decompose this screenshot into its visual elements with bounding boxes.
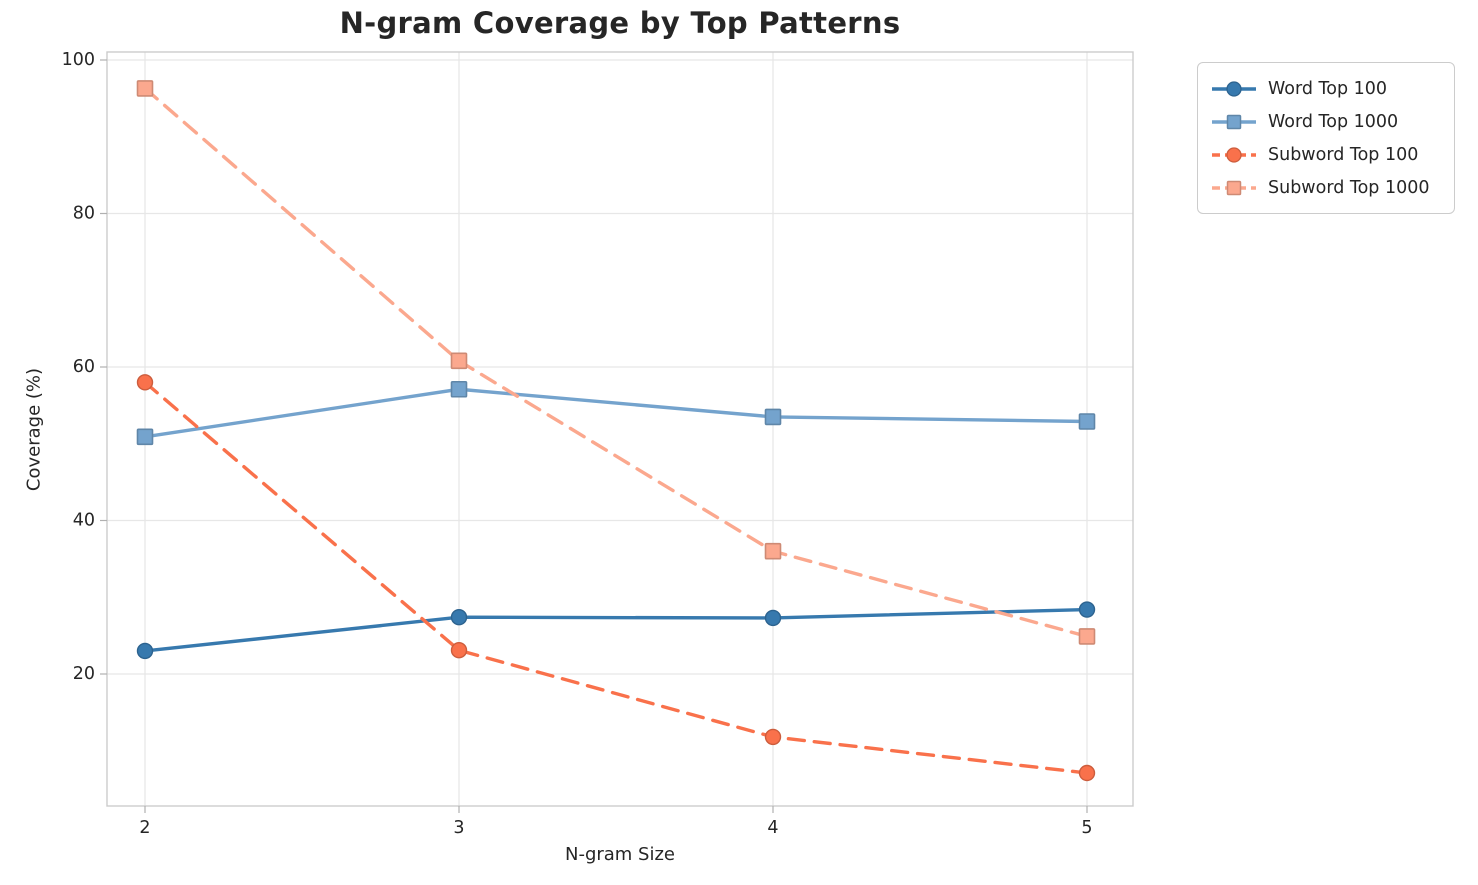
legend-item-word-top-100: Word Top 100 (1210, 73, 1438, 104)
x-tick-label: 2 (139, 818, 150, 838)
legend-sample-solid-line-icon (1212, 80, 1256, 97)
y-tick-label: 20 (73, 664, 95, 684)
data-point-marker (764, 728, 782, 746)
data-point-marker (1078, 413, 1096, 430)
series-subword-top-100 (136, 374, 1096, 782)
data-point-marker (450, 609, 468, 626)
legend: Word Top 100 Word Top 1000 Subword Top 100… (1197, 62, 1455, 214)
legend-sample-solid-line-icon (1212, 114, 1256, 129)
data-point-marker (764, 609, 782, 627)
series-subword-top-1000 (136, 80, 1096, 645)
legend-marker-circle-icon (1226, 146, 1242, 163)
series-word-top-1000 (136, 380, 1096, 446)
x-axis-label: N-gram Size (564, 844, 676, 865)
data-point-marker (136, 642, 154, 660)
y-axis-label: Coverage (%) (23, 367, 45, 492)
axes-spines (106, 51, 1134, 807)
legend-sample-dashed-line-icon (1212, 180, 1256, 195)
legend-marker-circle-icon (1226, 80, 1242, 97)
y-tick-label: 40 (73, 511, 95, 531)
legend-marker-square-icon (1226, 180, 1242, 195)
data-point-marker (1078, 764, 1096, 782)
series-line (143, 387, 1089, 439)
x-tick-label: 4 (767, 818, 778, 838)
x-tick-label: 3 (453, 818, 464, 838)
y-tick-label: 60 (73, 357, 95, 377)
y-tick-label: 100 (62, 50, 95, 70)
data-point-marker (136, 428, 154, 446)
series-word-top-100 (136, 601, 1096, 660)
series-line (143, 380, 1089, 775)
y-tick-label: 80 (73, 204, 95, 224)
legend-item-label: Subword Top 1000 (1268, 177, 1430, 198)
series-line (143, 86, 1089, 639)
data-point-marker (1078, 628, 1096, 645)
legend-item-subword-top-1000: Subword Top 1000 (1210, 172, 1438, 203)
legend-sample-dashed-line-icon (1212, 146, 1256, 163)
data-point-marker (764, 542, 782, 560)
legend-marker-square-icon (1226, 114, 1242, 129)
data-point-marker (136, 80, 154, 97)
data-point-marker (450, 352, 468, 370)
legend-item-word-top-1000: Word Top 1000 (1210, 106, 1438, 137)
chart-title: N-gram Coverage by Top Patterns (339, 6, 901, 40)
data-point-marker (764, 408, 782, 426)
data-point-marker (450, 380, 468, 398)
data-point-marker (450, 642, 468, 659)
data-point-marker (1078, 601, 1096, 618)
data-point-marker (136, 374, 154, 391)
legend-item-subword-top-100: Subword Top 100 (1210, 139, 1438, 170)
legend-item-label: Subword Top 100 (1268, 144, 1419, 165)
x-tick-label: 5 (1081, 818, 1092, 838)
legend-item-label: Word Top 100 (1268, 78, 1388, 99)
legend-item-label: Word Top 1000 (1268, 111, 1399, 132)
series-line (143, 607, 1089, 653)
